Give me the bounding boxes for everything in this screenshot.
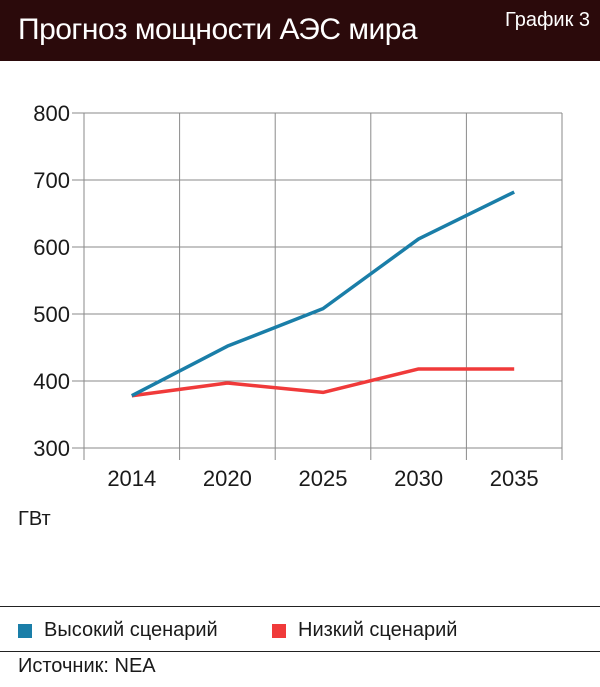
- grid-lines: [72, 112, 563, 460]
- legend-item-high: Высокий сценарий: [18, 619, 218, 642]
- y-tick-label: 300: [33, 436, 70, 461]
- legend-bottom-rule: [0, 651, 600, 652]
- y-tick-label: 600: [33, 235, 70, 260]
- y-tick-label: 500: [33, 302, 70, 327]
- chart-title: Прогноз мощности АЭС мира: [18, 13, 418, 46]
- x-tick-label: 2025: [299, 466, 348, 491]
- x-tick-label: 2014: [107, 466, 156, 491]
- x-tick-label: 2030: [394, 466, 443, 491]
- legend-top-rule: [0, 606, 600, 607]
- chart-number: График 3: [504, 9, 590, 31]
- series-line-high: [130, 190, 515, 398]
- x-tick-label: 2035: [490, 466, 539, 491]
- source-note: Источник: NEA: [18, 655, 156, 677]
- x-axis-ticks: 2014 2020 2025 2030 2035: [107, 466, 538, 491]
- legend-label-high: Высокий сценарий: [44, 619, 218, 641]
- chart-header: Прогноз мощности АЭС мира График 3: [0, 0, 600, 61]
- y-tick-label: 400: [33, 369, 70, 394]
- x-tick-label: 2020: [203, 466, 252, 491]
- line-chart: 300 400 500 600 700 800 2014 2020 2025 2030 2035: [33, 101, 563, 491]
- y-axis-ticks: 300 400 500 600 700 800: [33, 101, 70, 461]
- legend-swatch-low: [272, 623, 286, 638]
- legend-item-low: Низкий сценарий: [272, 619, 457, 642]
- y-tick-label: 800: [33, 101, 70, 126]
- legend-swatch-high: [18, 623, 32, 638]
- legend: Высокий сценарий Низкий сценарий: [0, 607, 600, 651]
- y-axis-unit: ГВт: [18, 508, 51, 530]
- y-tick-label: 700: [33, 168, 70, 193]
- series-line-low: [131, 367, 515, 398]
- legend-label-low: Низкий сценарий: [298, 619, 458, 641]
- series-lines: [130, 190, 515, 398]
